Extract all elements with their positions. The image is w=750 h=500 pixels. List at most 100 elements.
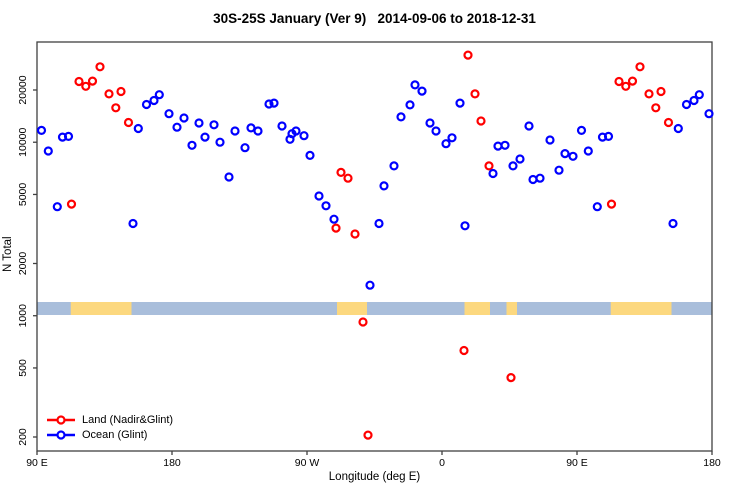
data-point bbox=[651, 103, 661, 113]
data-point bbox=[431, 126, 441, 136]
x-tick-label: 180 bbox=[163, 457, 181, 469]
data-point bbox=[350, 229, 360, 239]
x-tick-label: 180 bbox=[703, 457, 721, 469]
land-strip-segment bbox=[70, 302, 132, 315]
land-ocean-strip bbox=[37, 302, 712, 315]
data-point bbox=[209, 120, 219, 130]
data-point bbox=[694, 90, 704, 100]
data-point bbox=[681, 99, 692, 110]
data-point bbox=[606, 199, 617, 209]
data-point bbox=[389, 161, 399, 171]
data-point bbox=[524, 121, 534, 131]
data-point bbox=[52, 202, 62, 212]
data-point bbox=[154, 90, 164, 100]
data-point bbox=[269, 98, 279, 108]
data-point bbox=[663, 117, 674, 128]
data-point bbox=[568, 151, 578, 161]
data-point bbox=[374, 218, 384, 229]
data-point bbox=[194, 118, 204, 128]
data-point bbox=[484, 161, 494, 171]
data-point bbox=[81, 81, 91, 91]
land-strip-segment bbox=[610, 302, 672, 315]
data-point bbox=[321, 201, 331, 211]
data-point bbox=[689, 95, 699, 106]
y-tick-label: 500 bbox=[17, 359, 29, 377]
data-point bbox=[528, 174, 538, 185]
data-point bbox=[95, 62, 105, 72]
data-point bbox=[36, 125, 47, 135]
data-point bbox=[363, 430, 373, 440]
data-point bbox=[603, 131, 614, 141]
data-point bbox=[215, 137, 225, 147]
data-point bbox=[253, 126, 263, 136]
data-point bbox=[417, 86, 427, 96]
data-point bbox=[314, 191, 324, 201]
land-series-marker-icon bbox=[47, 414, 75, 425]
data-point bbox=[635, 62, 645, 72]
y-tick-label: 200 bbox=[17, 428, 29, 446]
data-point bbox=[627, 76, 638, 86]
ocean-strip-segment bbox=[37, 302, 712, 315]
data-point bbox=[63, 131, 74, 141]
y-axis-title: N Total bbox=[2, 236, 14, 272]
data-point bbox=[673, 123, 683, 134]
data-point bbox=[331, 223, 341, 233]
y-tick-label: 2000 bbox=[17, 252, 29, 276]
data-point bbox=[500, 140, 510, 150]
data-point bbox=[200, 132, 210, 142]
data-point bbox=[111, 103, 121, 113]
data-point bbox=[515, 154, 525, 164]
data-point bbox=[149, 95, 159, 106]
data-point bbox=[240, 143, 250, 153]
data-point bbox=[621, 81, 631, 91]
data-point bbox=[396, 112, 406, 122]
y-tick-label: 1000 bbox=[17, 304, 29, 328]
data-point bbox=[704, 109, 714, 119]
y-tick-label: 10000 bbox=[17, 127, 29, 156]
data-point bbox=[455, 98, 465, 108]
data-point bbox=[592, 202, 602, 212]
data-point bbox=[264, 99, 274, 109]
data-point bbox=[560, 149, 570, 159]
data-point bbox=[463, 50, 473, 60]
plot-axes: 20000 10000 5000 2000 1000 500 200 90 E 180 90 W 0… bbox=[17, 41, 721, 469]
x-tick-label: 0 bbox=[439, 457, 445, 469]
plot-border-box bbox=[36, 41, 713, 452]
data-point bbox=[583, 146, 593, 156]
x-tick-label: 90 E bbox=[26, 457, 48, 469]
data-point bbox=[488, 168, 498, 179]
data-point bbox=[668, 218, 678, 229]
land-strip-segment bbox=[506, 302, 517, 315]
data-point bbox=[123, 117, 134, 128]
data-point bbox=[128, 218, 138, 229]
data-point bbox=[554, 165, 564, 175]
data-point bbox=[164, 109, 174, 119]
x-axis-title: Longitude (deg E) bbox=[328, 471, 421, 483]
data-point bbox=[545, 135, 555, 145]
data-point bbox=[179, 113, 189, 123]
legend-item-ocean: Ocean (Glint) bbox=[46, 427, 173, 442]
data-point bbox=[614, 76, 624, 87]
y-tick-label: 5000 bbox=[17, 183, 29, 207]
data-point bbox=[508, 161, 518, 171]
data-point bbox=[74, 76, 84, 87]
data-point bbox=[277, 121, 287, 131]
data-point bbox=[506, 373, 516, 383]
data-point bbox=[305, 150, 315, 160]
data-point bbox=[358, 317, 368, 327]
land-strip-segment bbox=[337, 302, 367, 315]
data-point bbox=[43, 146, 53, 156]
legend-label-land: Land (Nadir&Glint) bbox=[82, 413, 174, 426]
data-point bbox=[447, 133, 457, 143]
ocean-series-marker-icon bbox=[47, 429, 75, 440]
data-point bbox=[493, 141, 503, 151]
data-point bbox=[187, 140, 197, 150]
data-point bbox=[470, 89, 480, 99]
y-tick-label: 20000 bbox=[17, 75, 29, 104]
data-point bbox=[336, 167, 346, 177]
data-point bbox=[425, 118, 435, 128]
legend-item-land: Land (Nadir&Glint) bbox=[46, 412, 173, 427]
data-point bbox=[476, 116, 486, 126]
